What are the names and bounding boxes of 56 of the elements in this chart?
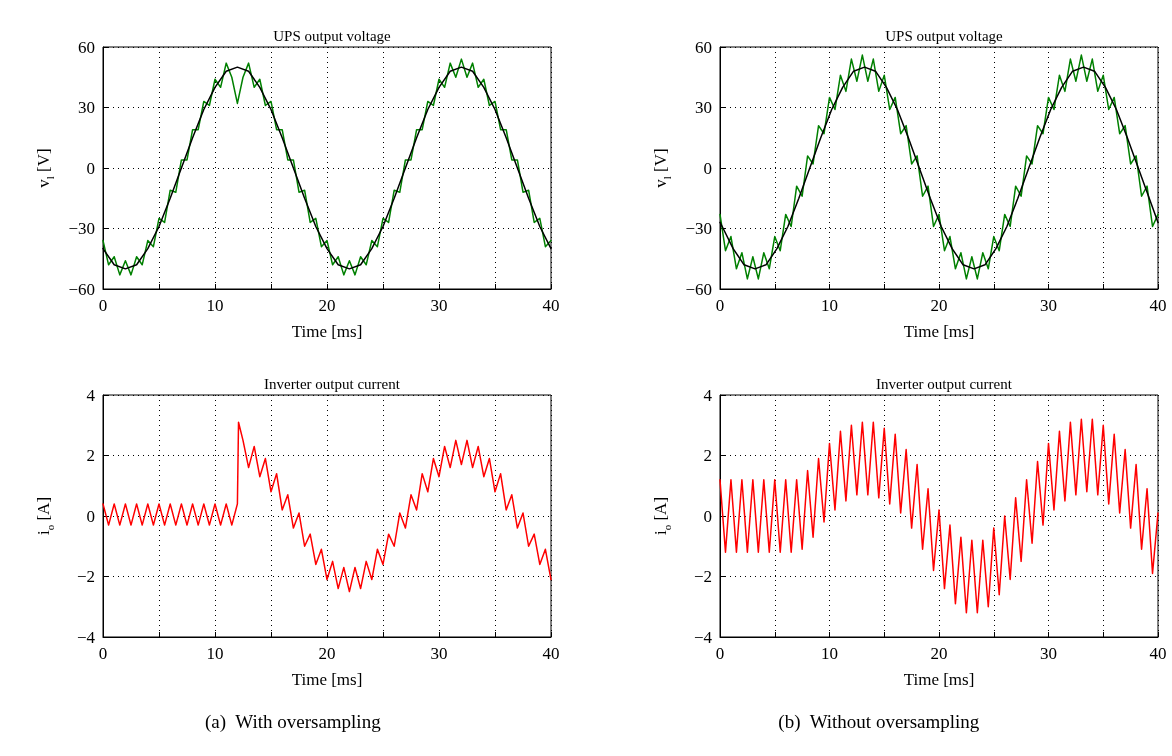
y-tick-label: −60 — [68, 279, 95, 299]
x-tick-label: 30 — [1040, 644, 1057, 663]
line-series — [102, 421, 552, 593]
x-tick-label: 10 — [821, 644, 838, 663]
y-tick-label: −60 — [685, 279, 712, 299]
y-tick-label: −4 — [76, 627, 96, 647]
y-tick-label: 30 — [78, 98, 95, 117]
y-axis-title: vl [V] — [650, 148, 673, 188]
y-tick-label: 0 — [703, 506, 712, 526]
y-tick-label: 60 — [695, 37, 712, 57]
y-tick-label: −4 — [693, 627, 713, 647]
x-tick-label: 40 — [542, 644, 560, 663]
x-tick-label: 20 — [318, 644, 336, 663]
chart-title: UPS output voltage — [273, 27, 392, 44]
x-tick-label: 0 — [715, 296, 725, 315]
y-tick-label: −30 — [68, 219, 95, 238]
x-tick-label: 40 — [542, 296, 560, 315]
y-tick-label: −2 — [693, 567, 712, 586]
y-tick-label: 2 — [86, 446, 95, 465]
x-tick-label: 30 — [430, 644, 448, 663]
chart-title: UPS output voltage — [885, 27, 1004, 44]
line-series — [719, 418, 1159, 614]
text: (a) With oversampling — [205, 711, 382, 733]
x-tick-label: 20 — [930, 644, 948, 663]
x-tick-label: 40 — [1149, 296, 1167, 315]
x-tick-label: 0 — [715, 644, 725, 663]
y-tick-label: −2 — [76, 567, 95, 586]
x-axis-title: Time [ms] — [903, 669, 975, 689]
y-tick-label: 4 — [86, 385, 96, 405]
x-tick-label: 0 — [98, 296, 108, 315]
y-tick-label: 60 — [78, 37, 95, 57]
y-tick-label: 30 — [695, 98, 712, 117]
x-tick-label: 0 — [98, 644, 108, 663]
x-tick-label: 30 — [1040, 296, 1057, 315]
y-tick-label: 0 — [86, 158, 95, 178]
x-tick-label: 40 — [1149, 644, 1167, 663]
x-tick-label: 30 — [430, 296, 448, 315]
chart-title: Inverter output current — [264, 375, 401, 392]
y-axis-title: io [A] — [650, 496, 673, 536]
x-tick-label: 20 — [318, 296, 336, 315]
x-axis-title: Time [ms] — [291, 321, 363, 341]
x-tick-label: 10 — [206, 644, 224, 663]
y-tick-label: 2 — [703, 446, 712, 465]
y-tick-label: −30 — [685, 219, 712, 238]
y-axis-title: io [A] — [33, 496, 56, 536]
x-tick-label: 10 — [206, 296, 224, 315]
x-axis-title: Time [ms] — [903, 321, 975, 341]
y-tick-label: 0 — [86, 506, 95, 526]
x-tick-label: 10 — [821, 296, 838, 315]
text: (b) Without oversampling — [778, 711, 980, 733]
x-axis-title: Time [ms] — [291, 669, 363, 689]
y-tick-label: 0 — [703, 158, 712, 178]
y-axis-title: vl [V] — [33, 148, 56, 188]
x-tick-label: 20 — [930, 296, 948, 315]
y-tick-label: 4 — [703, 385, 713, 405]
chart-title: Inverter output current — [876, 375, 1013, 392]
